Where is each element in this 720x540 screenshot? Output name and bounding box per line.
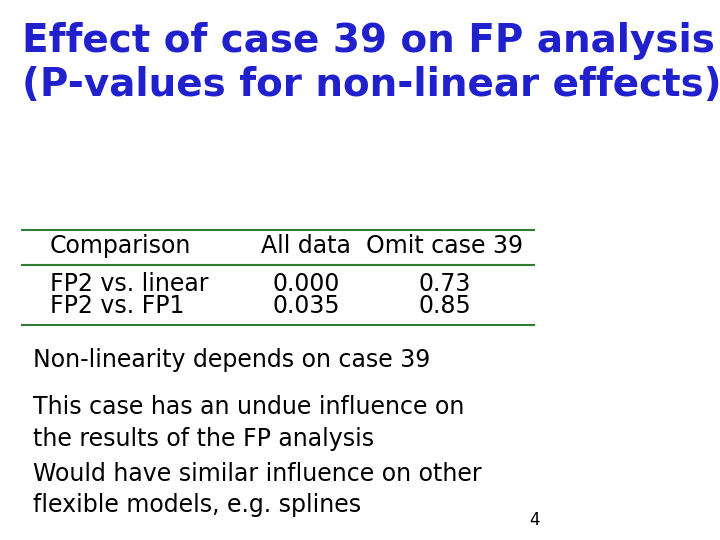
Text: Comparison: Comparison	[50, 234, 192, 258]
Text: 0.85: 0.85	[418, 294, 471, 318]
Text: All data: All data	[261, 234, 351, 258]
Text: Would have similar influence on other
flexible models, e.g. splines: Would have similar influence on other fl…	[33, 462, 482, 517]
Text: FP2 vs. linear: FP2 vs. linear	[50, 272, 209, 296]
Text: 0.73: 0.73	[418, 272, 471, 296]
Text: 0.000: 0.000	[272, 272, 340, 296]
Text: Effect of case 39 on FP analysis
(P-values for non-linear effects): Effect of case 39 on FP analysis (P-valu…	[22, 22, 720, 104]
Text: This case has an undue influence on
the results of the FP analysis: This case has an undue influence on the …	[33, 395, 464, 451]
Text: 4: 4	[529, 511, 539, 529]
Text: Omit case 39: Omit case 39	[366, 234, 523, 258]
Text: Non-linearity depends on case 39: Non-linearity depends on case 39	[33, 348, 431, 372]
Text: 0.035: 0.035	[272, 294, 340, 318]
Text: FP2 vs. FP1: FP2 vs. FP1	[50, 294, 184, 318]
